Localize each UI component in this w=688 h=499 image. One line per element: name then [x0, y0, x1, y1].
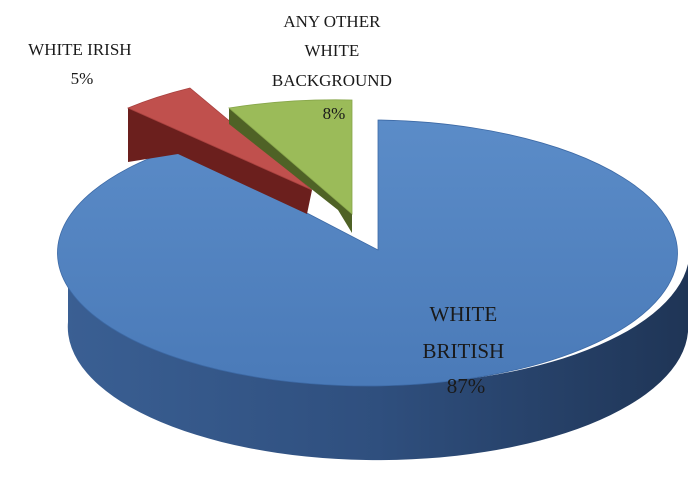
- label-white-irish-pct: 5%: [71, 69, 94, 88]
- label-white-british-line-1: WHITE: [430, 302, 498, 326]
- label-white-british-pct: 87%: [447, 374, 486, 398]
- label-white-irish-line-1: WHITE IRISH: [28, 40, 131, 59]
- slice-white-british-side: [66, 238, 688, 461]
- label-white-british: WHITE BRITISH 87%: [423, 302, 510, 398]
- label-any-other-white-line-3: BACKGROUND: [272, 71, 392, 90]
- slice-any-other-white-side: [229, 108, 352, 233]
- slice-white-irish-top: [126, 87, 313, 191]
- slice-white-irish-side: [128, 108, 312, 214]
- label-any-other-white-line-2: WHITE: [304, 41, 359, 60]
- label-any-other-white-line-1: ANY OTHER: [283, 12, 381, 31]
- slice-white-british-top: [57, 119, 678, 387]
- slice-white-british: [57, 119, 688, 461]
- slice-white-irish: [126, 87, 313, 214]
- label-white-irish: WHITE IRISH 5%: [28, 40, 136, 88]
- label-white-british-line-2: BRITISH: [423, 339, 505, 363]
- data-labels: WHITE BRITISH 87% WHITE IRISH 5% ANY OTH…: [28, 12, 510, 398]
- label-any-other-white: ANY OTHER WHITE BACKGROUND 8%: [272, 12, 396, 123]
- label-any-other-white-pct: 8%: [323, 104, 346, 123]
- slice-any-other-white: [228, 99, 353, 233]
- slice-any-other-white-top: [228, 99, 353, 215]
